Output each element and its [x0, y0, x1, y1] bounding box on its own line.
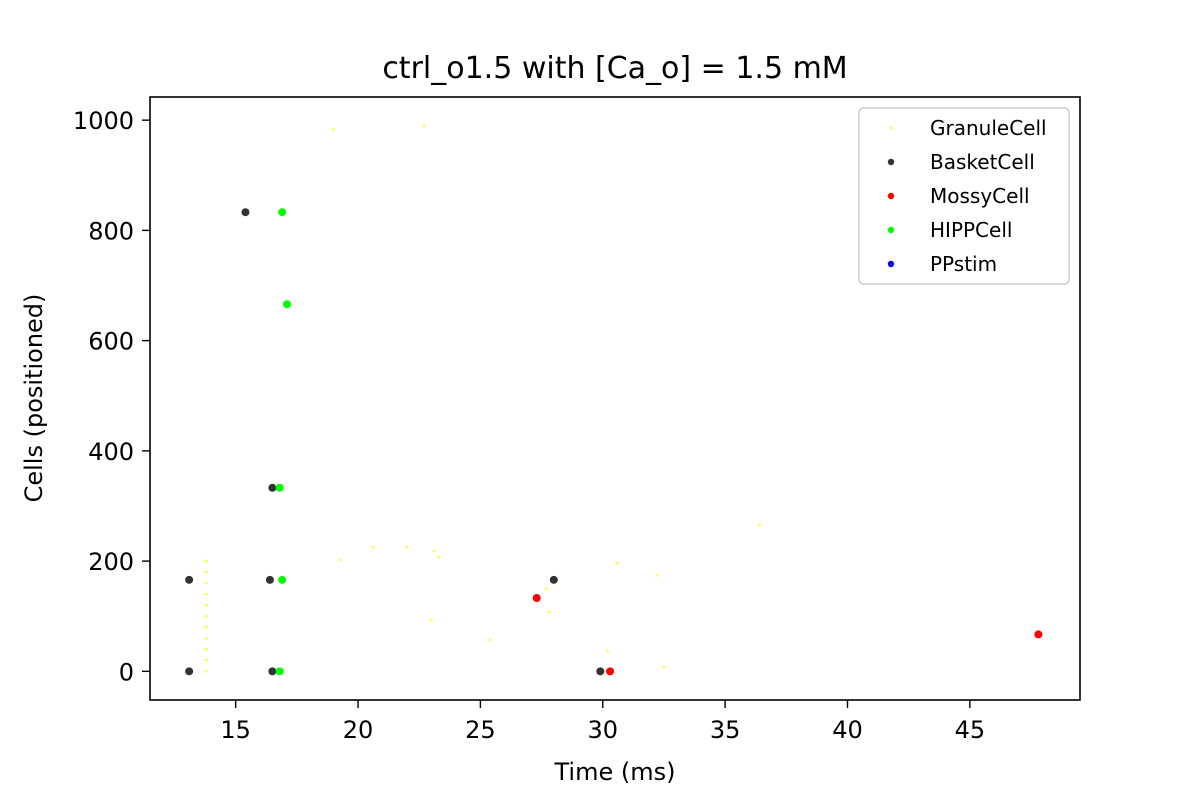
hippcell-point [275, 483, 284, 492]
y-tick-label: 800 [88, 217, 134, 245]
granulecell-point [204, 570, 208, 574]
granulecell-point [547, 610, 551, 614]
x-tick-label: 25 [465, 716, 496, 744]
granulecell-point [204, 659, 208, 662]
granulecell-point [204, 592, 208, 596]
basketcell-point [596, 667, 605, 676]
x-tick-label: 15 [220, 716, 251, 744]
granulecell-point [758, 523, 761, 527]
legend-box [858, 107, 1070, 285]
legend: GranuleCell BasketCell MossyCell HIPPCell PP… [858, 107, 1070, 285]
granulecell-point [204, 559, 208, 563]
x-axis-label: Time (ms) [554, 758, 676, 786]
granulecell-point [616, 562, 619, 565]
granulecell-legend-marker [889, 126, 893, 130]
basketcell-point [241, 208, 250, 217]
mossycell-point [1034, 630, 1043, 639]
y-tick-label: 200 [88, 548, 134, 576]
x-tick-label: 45 [955, 716, 986, 744]
granulecell-point [432, 549, 436, 553]
hippcell-point [278, 575, 287, 584]
granulecell-point [204, 581, 208, 585]
y-tick-label: 1000 [73, 107, 134, 135]
y-tick-label: 0 [119, 658, 134, 686]
granulecell-point [662, 665, 666, 669]
plot-frame [149, 96, 1081, 701]
x-axis: 15 20 25 30 35 40 45 [220, 700, 985, 744]
y-axis-label: Cells (positioned) [20, 294, 48, 503]
ppstim-legend-marker [887, 260, 895, 268]
granulecell-point [204, 670, 208, 673]
y-tick-label: 600 [88, 328, 134, 356]
hippcell-point [278, 208, 287, 217]
granulecell-point [371, 546, 375, 549]
plot-area [185, 124, 1043, 676]
granulecell-point [655, 574, 658, 577]
x-tick-label: 40 [832, 716, 863, 744]
y-axis: 0 200 400 600 800 1000 [73, 107, 150, 686]
granulecell-point [204, 636, 208, 640]
hippcell-point [275, 667, 284, 676]
hippcell-point [283, 300, 292, 309]
x-tick-label: 35 [710, 716, 741, 744]
granulecell-point [204, 614, 208, 618]
basketcell-point [268, 667, 277, 676]
x-tick-label: 20 [343, 716, 374, 744]
basketcell-point [265, 575, 274, 584]
basketcell-legend-label: BasketCell [930, 150, 1035, 174]
hippcell-legend-marker [887, 226, 895, 234]
x-tick-label: 30 [587, 716, 618, 744]
granulecell-point [430, 618, 433, 621]
granulecell-point [204, 625, 208, 629]
mossycell-point [532, 594, 541, 603]
y-tick-label: 400 [88, 438, 134, 466]
granulecell-point [339, 558, 343, 562]
basketcell-point [268, 483, 277, 492]
granulecell-point [606, 649, 609, 653]
chart-title: ctrl_o1.5 with [Ca_o] = 1.5 mM [382, 51, 847, 86]
granulecell-point [437, 555, 441, 559]
basketcell-point [549, 575, 558, 584]
granulecell-point [422, 124, 426, 127]
mossycell-point [606, 667, 615, 676]
hippcell-legend-label: HIPPCell [930, 218, 1012, 242]
granulecell-point [332, 128, 335, 131]
basketcell-point [185, 667, 194, 676]
granulecell-point [204, 603, 208, 607]
granulecell-point [545, 587, 548, 590]
ppstim-legend-label: PPstim [930, 252, 997, 276]
basketcell-legend-marker [887, 158, 895, 166]
mossycell-legend-marker [887, 192, 895, 200]
granulecell-point [204, 647, 208, 651]
granulecell-legend-label: GranuleCell [930, 116, 1047, 140]
basketcell-point [185, 575, 194, 584]
mossycell-legend-label: MossyCell [930, 184, 1030, 208]
granulecell-point [405, 545, 409, 549]
granulecell-point [488, 638, 492, 642]
